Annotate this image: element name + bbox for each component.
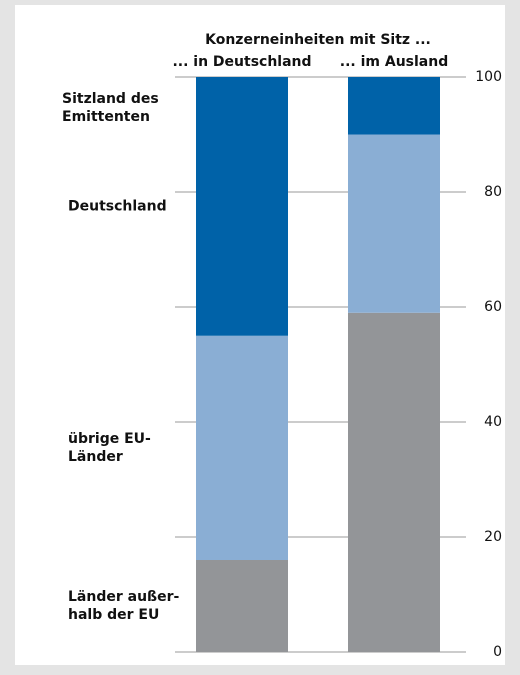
x-tick-label: ... in Deutschland	[172, 54, 311, 70]
legend-label: übrige EU-Länder	[68, 431, 151, 465]
y-tick-label: 40	[484, 414, 502, 430]
legend-label: Deutschland	[68, 198, 167, 214]
legend-title: Sitzland des Emittenten	[62, 91, 159, 125]
bar-segment	[196, 335, 288, 560]
y-tick-label: 80	[484, 184, 502, 200]
y-tick-label: 60	[484, 299, 502, 315]
y-tick-label: 20	[484, 529, 502, 545]
bar-segment	[348, 134, 440, 313]
chart-title: Konzerneinheiten mit Sitz ...	[205, 32, 431, 48]
bar-segment	[348, 312, 440, 652]
y-tick-label: 100	[475, 69, 502, 85]
x-tick-label: ... im Ausland	[340, 54, 448, 70]
legend-label: Länder außer-halb der EU	[68, 589, 180, 623]
bar-segment	[348, 77, 440, 135]
y-tick-label: 0	[493, 644, 502, 660]
bar-segment	[196, 560, 288, 652]
bar-segment	[196, 77, 288, 336]
